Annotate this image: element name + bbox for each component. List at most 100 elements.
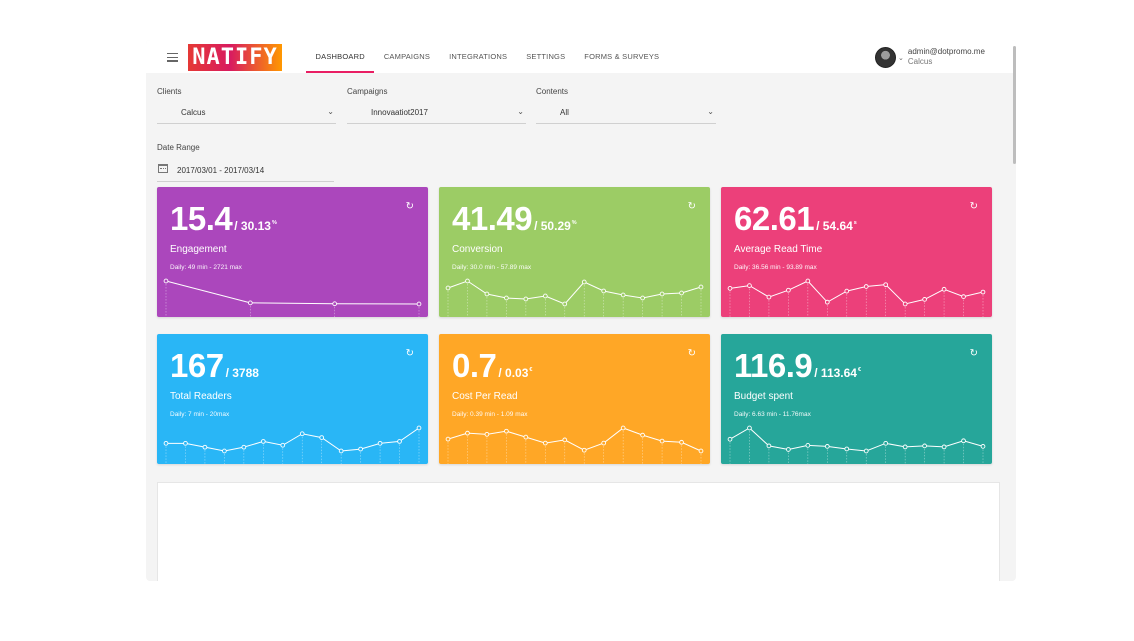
sparkline-point[interactable] xyxy=(698,448,704,454)
refresh-icon[interactable]: ↻ xyxy=(969,348,978,359)
sparkline-point[interactable] xyxy=(416,425,422,431)
sparkline-point[interactable] xyxy=(484,431,490,437)
sparkline-point[interactable] xyxy=(504,295,509,301)
sparkline-point[interactable] xyxy=(163,440,169,446)
nav-forms-surveys[interactable]: FORMS & SURVEYS xyxy=(584,52,660,61)
sparkline-point[interactable] xyxy=(581,279,587,285)
sparkline-point[interactable] xyxy=(679,439,684,445)
sparkline-point[interactable] xyxy=(260,439,266,444)
sparkline-point[interactable] xyxy=(601,440,607,446)
refresh-icon[interactable]: ↻ xyxy=(687,348,696,359)
clients-select[interactable]: Calcus ⌄ xyxy=(157,104,336,124)
refresh-icon[interactable]: ↻ xyxy=(405,348,414,359)
chevron-down-icon[interactable]: ⌄ xyxy=(898,55,904,62)
sparkline-point[interactable] xyxy=(698,284,704,290)
sparkline-point[interactable] xyxy=(961,438,966,444)
sparkline-point[interactable] xyxy=(659,291,665,297)
nav-integrations[interactable]: INTEGRATIONS xyxy=(449,52,508,61)
sparkline-point[interactable] xyxy=(241,444,247,450)
card-daily-range: Daily: 7 min - 20max xyxy=(170,411,230,418)
sparkline-point[interactable] xyxy=(786,447,791,452)
sparkline-point[interactable] xyxy=(523,296,529,302)
scrollbar[interactable] xyxy=(1013,46,1016,164)
sparkline-point[interactable] xyxy=(980,289,986,295)
sparkline-point[interactable] xyxy=(445,436,451,442)
card-subvalue: / 3788 xyxy=(225,366,259,380)
nav-settings[interactable]: SETTINGS xyxy=(526,52,566,61)
card-value: 0.7 xyxy=(452,347,497,384)
refresh-icon[interactable]: ↻ xyxy=(405,201,414,212)
sparkline-point[interactable] xyxy=(883,282,889,288)
card-unit: % xyxy=(271,220,277,226)
sparkline-point[interactable] xyxy=(805,443,811,448)
sparkline-point[interactable] xyxy=(883,440,889,446)
sparkline-point[interactable] xyxy=(601,288,607,294)
menu-icon[interactable] xyxy=(167,53,178,62)
sparkline-point[interactable] xyxy=(747,283,752,288)
sparkline-point[interactable] xyxy=(504,428,509,434)
sparkline-point[interactable] xyxy=(542,440,548,446)
sparkline-point[interactable] xyxy=(824,299,830,305)
sparkline-point[interactable] xyxy=(922,443,927,449)
sparkline-point[interactable] xyxy=(562,437,568,443)
sparkline-point[interactable] xyxy=(523,434,529,440)
sparkline-point[interactable] xyxy=(863,284,869,289)
avatar[interactable] xyxy=(875,47,896,68)
sparkline-point[interactable] xyxy=(620,292,626,298)
sparkline-point[interactable] xyxy=(299,431,305,437)
sparkline-point[interactable] xyxy=(727,286,733,291)
sparkline-point[interactable] xyxy=(766,294,772,300)
sparkline-point[interactable] xyxy=(844,446,850,452)
user-menu[interactable]: ⌄ admin@dotpromo.me Calcus xyxy=(875,47,985,68)
sparkline-point[interactable] xyxy=(377,440,383,446)
sparkline-point[interactable] xyxy=(338,448,344,454)
sparkline-point[interactable] xyxy=(727,436,733,442)
sparkline-point[interactable] xyxy=(620,425,626,431)
sparkline-point[interactable] xyxy=(941,444,947,450)
sparkline-point[interactable] xyxy=(747,425,752,431)
logo[interactable]: NATIFY xyxy=(188,44,282,71)
sparkline-point[interactable] xyxy=(640,432,645,438)
refresh-icon[interactable]: ↻ xyxy=(969,201,978,212)
sparkline-point[interactable] xyxy=(679,290,684,296)
sparkline-point[interactable] xyxy=(902,444,908,450)
nav-dashboard[interactable]: DASHBOARD xyxy=(306,40,375,73)
sparkline-point[interactable] xyxy=(465,430,470,436)
sparkline-point[interactable] xyxy=(581,447,587,453)
sparkline-point[interactable] xyxy=(805,278,811,284)
sparkline-point[interactable] xyxy=(358,446,363,452)
sparkline-point[interactable] xyxy=(824,444,830,449)
sparkline-point[interactable] xyxy=(766,443,772,449)
sparkline-point[interactable] xyxy=(332,301,338,307)
sparkline-point[interactable] xyxy=(863,448,869,454)
sparkline-point[interactable] xyxy=(659,438,665,444)
sparkline-point[interactable] xyxy=(202,444,208,450)
sparkline-point[interactable] xyxy=(542,293,548,299)
sparkline-point[interactable] xyxy=(922,297,927,302)
nav-campaigns[interactable]: CAMPAIGNS xyxy=(383,52,431,61)
sparkline-point[interactable] xyxy=(484,291,490,297)
sparkline-point[interactable] xyxy=(844,288,850,294)
sparkline-point[interactable] xyxy=(902,301,908,307)
card-unit: s xyxy=(853,220,857,226)
sparkline-point[interactable] xyxy=(183,440,188,446)
sparkline-point[interactable] xyxy=(247,300,253,306)
sparkline-point[interactable] xyxy=(640,295,645,301)
sparkline-point[interactable] xyxy=(280,442,286,448)
sparkline-point[interactable] xyxy=(465,278,470,284)
sparkline-point[interactable] xyxy=(222,448,227,454)
sparkline-point[interactable] xyxy=(941,286,947,292)
contents-select[interactable]: All ⌄ xyxy=(536,104,716,124)
sparkline-point[interactable] xyxy=(980,444,986,449)
sparkline-point[interactable] xyxy=(445,285,451,291)
sparkline-point[interactable] xyxy=(319,435,325,440)
sparkline-point[interactable] xyxy=(961,294,966,299)
sparkline-point[interactable] xyxy=(786,287,791,293)
campaigns-select[interactable]: Innovaatiot2017 ⌄ xyxy=(347,104,526,124)
sparkline-point[interactable] xyxy=(416,301,422,307)
sparkline-point[interactable] xyxy=(562,301,568,307)
sparkline-point[interactable] xyxy=(397,439,402,444)
refresh-icon[interactable]: ↻ xyxy=(687,201,696,212)
sparkline-point[interactable] xyxy=(163,278,169,284)
date-range-input[interactable]: 2017/03/01 - 2017/03/14 xyxy=(157,164,334,182)
